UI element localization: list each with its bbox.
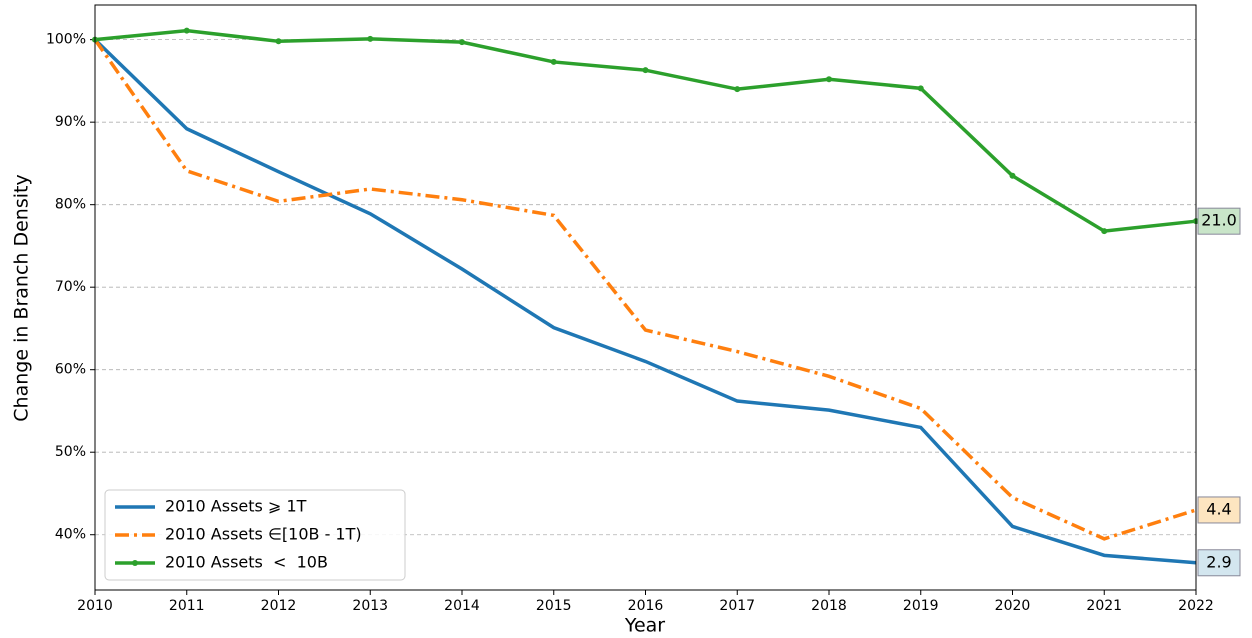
y-tick-label: 40% [55, 527, 86, 543]
end-label: 2.9 [1197, 549, 1241, 577]
x-tick-label: 2016 [628, 598, 664, 614]
marker [642, 67, 649, 74]
marker [550, 58, 557, 65]
marker [1101, 228, 1108, 235]
x-tick-label: 2010 [77, 598, 113, 614]
y-tick-label: 70% [55, 279, 86, 295]
end-label: 21.0 [1197, 207, 1241, 235]
x-tick-label: 2018 [811, 598, 847, 614]
end-label: 4.4 [1197, 496, 1241, 524]
end-label-box [1197, 496, 1241, 524]
marker [734, 86, 741, 93]
legend-label: 2010 Assets ∈[10B - 1T) [165, 525, 362, 544]
y-tick-label: 90% [55, 114, 86, 130]
y-tick-label: 100% [46, 32, 86, 48]
y-axis-label: Change in Branch Density [11, 174, 33, 421]
marker [1009, 172, 1016, 179]
x-tick-label: 2015 [536, 598, 572, 614]
x-tick-label: 2019 [903, 598, 939, 614]
y-tick-label: 50% [55, 444, 86, 460]
end-label-box [1197, 549, 1241, 577]
x-tick-label: 2017 [719, 598, 755, 614]
x-tick-label: 2021 [1086, 598, 1122, 614]
marker [183, 27, 190, 34]
end-label-box [1197, 207, 1241, 235]
marker [367, 35, 374, 42]
x-tick-label: 2012 [261, 598, 297, 614]
x-axis-label: Year [624, 615, 665, 637]
legend-marker [132, 560, 138, 566]
marker [275, 38, 282, 45]
series-line [93, 38, 1197, 541]
plot-frame [94, 4, 1197, 591]
series-line [93, 38, 1197, 565]
end-label-text: 4.4 [1206, 499, 1231, 518]
series-line [94, 28, 1197, 233]
x-tick-label: 2011 [169, 598, 205, 614]
y-tick-label: 60% [55, 362, 86, 378]
x-tick-label: 2022 [1178, 598, 1214, 614]
end-label-text: 2.9 [1206, 552, 1231, 571]
legend-label: 2010 Assets < 10B [165, 553, 328, 572]
legend-box [104, 489, 406, 581]
marker [826, 76, 832, 83]
legend-label: 2010 Assets ⩾ 1T [165, 497, 307, 516]
x-tick-label: 2013 [352, 598, 388, 614]
marker [459, 39, 465, 46]
end-label-text: 21.0 [1201, 211, 1237, 230]
marker [917, 85, 924, 92]
x-tick-label: 2014 [444, 598, 480, 614]
x-tick-label: 2020 [995, 598, 1031, 614]
y-tick-label: 80% [55, 197, 86, 213]
